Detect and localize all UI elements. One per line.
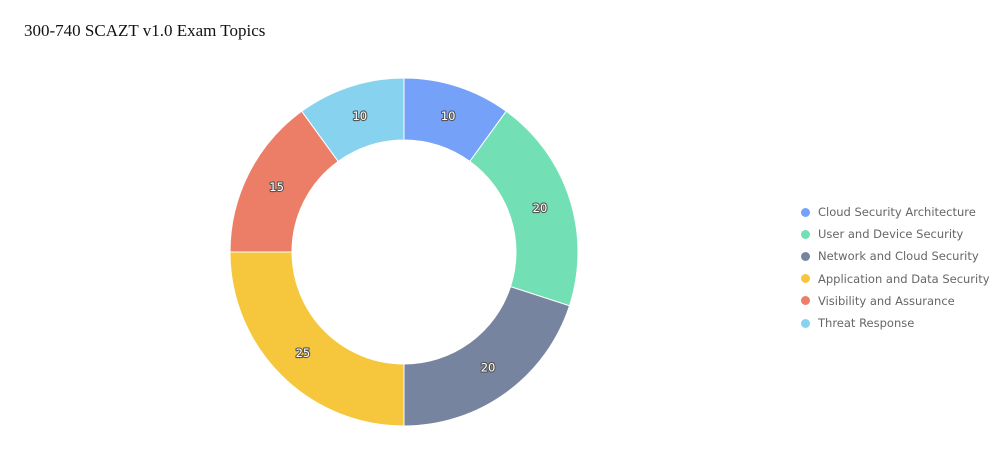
legend-label: User and Device Security — [818, 227, 964, 242]
slice-threat-response[interactable] — [301, 77, 405, 163]
legend-label: Threat Response — [818, 316, 915, 331]
slice-label-visibility-and-assurance: 15 — [269, 180, 284, 194]
slice-network-and-cloud-security[interactable] — [403, 285, 571, 427]
slice-label-user-and-device-security: 20 — [533, 201, 548, 215]
legend-label: Network and Cloud Security — [818, 249, 979, 264]
legend-swatch-icon — [801, 251, 810, 261]
slice-user-and-device-security[interactable] — [469, 110, 579, 307]
legend-swatch-icon — [801, 229, 810, 239]
legend-item-visibility-and-assurance[interactable]: Visibility and Assurance — [801, 290, 990, 312]
legend-label: Visibility and Assurance — [818, 293, 955, 308]
legend-item-cloud-security-architecture[interactable]: Cloud Security Architecture — [801, 201, 990, 223]
legend-label: Application and Data Security — [818, 271, 990, 286]
legend-item-network-and-cloud-security[interactable]: Network and Cloud Security — [801, 245, 990, 267]
legend-item-user-and-device-security[interactable]: User and Device Security — [801, 223, 990, 245]
legend-swatch-icon — [801, 318, 810, 328]
chart-title: 300-740 SCAZT v1.0 Exam Topics — [24, 21, 266, 40]
legend-swatch-icon — [801, 296, 810, 306]
legend-item-application-and-data-security[interactable]: Application and Data Security — [801, 268, 990, 290]
legend-item-threat-response[interactable]: Threat Response — [801, 312, 990, 334]
slice-application-and-data-security[interactable] — [229, 251, 405, 427]
slice-label-network-and-cloud-security: 20 — [481, 361, 496, 375]
legend-swatch-icon — [801, 207, 810, 217]
legend-label: Cloud Security Architecture — [818, 205, 976, 220]
slice-label-cloud-security-architecture: 10 — [441, 109, 456, 123]
slice-label-threat-response: 10 — [352, 109, 367, 123]
slice-label-application-and-data-security: 25 — [296, 346, 311, 360]
chart-legend: Cloud Security Architecture User and Devi… — [801, 201, 990, 334]
legend-swatch-icon — [801, 274, 810, 284]
